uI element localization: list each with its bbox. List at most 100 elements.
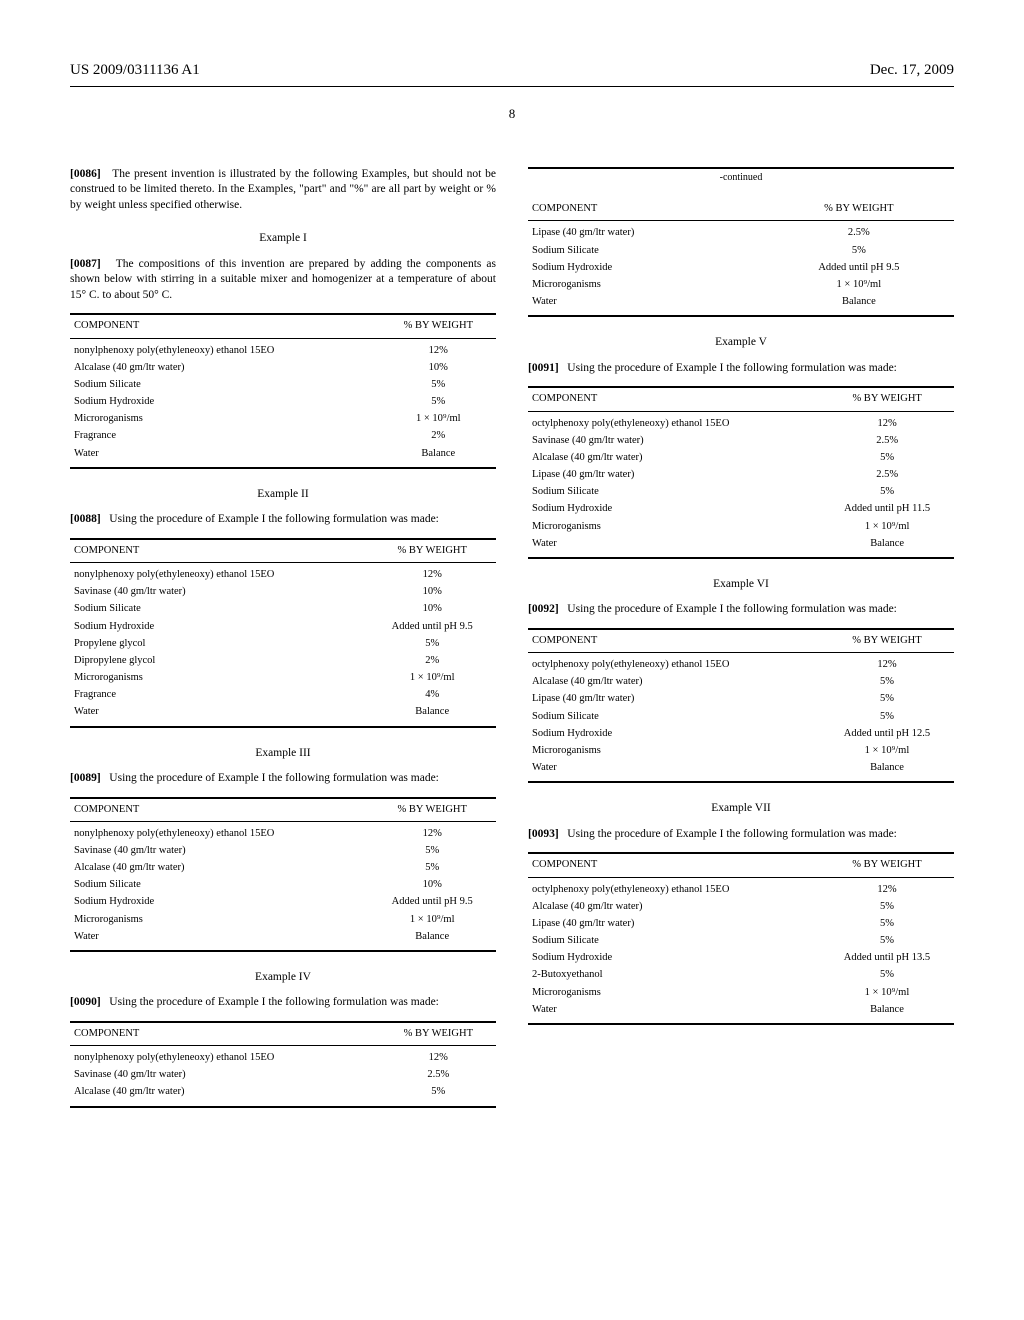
col-component: COMPONENT [528,198,764,221]
table-cell: Alcalase (40 gm/ltr water) [70,860,368,877]
table-cell: 1 × 10⁹/ml [368,911,496,928]
table-row: Savinase (40 gm/ltr water)10% [70,584,496,601]
table-cell: 12% [820,877,954,898]
table-cell: Savinase (40 gm/ltr water) [70,584,368,601]
table-row: octylphenoxy poly(ethyleneoxy) ethanol 1… [528,653,954,674]
table-row: Sodium Silicate10% [70,877,496,894]
table-row: Sodium Silicate5% [528,242,954,259]
table-row: Savinase (40 gm/ltr water)5% [70,842,496,859]
table-row: Savinase (40 gm/ltr water)2.5% [70,1067,496,1084]
table-cell: Added until pH 9.5 [368,618,496,635]
table-body: octylphenoxy poly(ethyleneoxy) ethanol 1… [528,411,954,558]
table-cell: Microroganisms [70,911,368,928]
table-body: nonylphenoxy poly(ethyleneoxy) ethanol 1… [70,1046,496,1107]
table-cell: Sodium Hydroxide [528,725,820,742]
table-row: nonylphenoxy poly(ethyleneoxy) ethanol 1… [70,562,496,583]
table-body: nonylphenoxy poly(ethyleneoxy) ethanol 1… [70,562,496,726]
table-row: Savinase (40 gm/ltr water)2.5% [528,432,954,449]
table-row: Microroganisms1 × 10⁹/ml [70,411,496,428]
table-cell: 2.5% [381,1067,496,1084]
table-cell: Microroganisms [528,518,820,535]
table-cell: Microroganisms [528,742,820,759]
table-cell: Added until pH 12.5 [820,725,954,742]
table-cell: Lipase (40 gm/ltr water) [528,221,764,242]
table-row: Lipase (40 gm/ltr water)2.5% [528,467,954,484]
para-num: [0087] [70,258,101,270]
para-text: Using the procedure of Example I the fol… [567,603,897,615]
table-body: Lipase (40 gm/ltr water)2.5%Sodium Silic… [528,221,954,316]
table-cell: 2.5% [764,221,954,242]
table-cell: nonylphenoxy poly(ethyleneoxy) ethanol 1… [70,1046,381,1067]
table-row: octylphenoxy poly(ethyleneoxy) ethanol 1… [528,411,954,432]
table-cell: octylphenoxy poly(ethyleneoxy) ethanol 1… [528,877,820,898]
table-cell: 10% [368,584,496,601]
para-text: Using the procedure of Example I the fol… [567,828,897,840]
table-row: Sodium Silicate10% [70,601,496,618]
table-cell: 10% [368,877,496,894]
example-2-title: Example II [70,487,496,503]
table-row: Sodium Silicate5% [528,484,954,501]
table-cell: Added until pH 9.5 [764,259,954,276]
table-cell: Balance [764,294,954,317]
table-row: octylphenoxy poly(ethyleneoxy) ethanol 1… [528,877,954,898]
table-row: WaterBalance [528,760,954,783]
table-row: Propylene glycol5% [70,635,496,652]
table-cell: 5% [820,933,954,950]
table-row: Alcalase (40 gm/ltr water)5% [70,1084,496,1107]
table-cell: Water [528,760,820,783]
table-row: Sodium Hydroxide5% [70,394,496,411]
table-cell: Water [528,294,764,317]
col-component: COMPONENT [70,314,381,338]
table-row: Dipropylene glycol2% [70,652,496,669]
table-cell: Sodium Hydroxide [70,618,368,635]
table-row: Sodium Silicate5% [528,933,954,950]
table-cell: Sodium Silicate [70,601,368,618]
para-num: [0088] [70,513,101,525]
table-row: WaterBalance [528,535,954,558]
paragraph-88: [0088] Using the procedure of Example I … [70,512,496,528]
table-cell: Sodium Silicate [528,708,820,725]
table-example-4-continued: COMPONENT % BY WEIGHT Lipase (40 gm/ltr … [528,198,954,317]
table-cell: 10% [368,601,496,618]
table-cell: Microroganisms [70,411,381,428]
col-component: COMPONENT [70,539,368,563]
table-row: WaterBalance [70,445,496,468]
page-header: US 2009/0311136 A1 Dec. 17, 2009 [70,60,954,80]
table-cell: 2% [381,428,496,445]
para-text: The compositions of this invention are p… [70,258,496,301]
table-row: Lipase (40 gm/ltr water)2.5% [528,221,954,242]
table-row: Sodium Silicate5% [528,708,954,725]
table-example-3: COMPONENT % BY WEIGHT nonylphenoxy poly(… [70,797,496,952]
para-num: [0086] [70,168,101,180]
table-cell: Sodium Silicate [528,484,820,501]
para-num: [0092] [528,603,559,615]
col-component: COMPONENT [70,798,368,822]
table-cell: 2.5% [820,467,954,484]
table-cell: Savinase (40 gm/ltr water) [528,432,820,449]
table-example-4: COMPONENT % BY WEIGHT nonylphenoxy poly(… [70,1021,496,1108]
table-row: Microroganisms1 × 10⁹/ml [528,742,954,759]
example-4-title: Example IV [70,970,496,986]
table-cell: 5% [820,484,954,501]
table-cell: 2% [368,652,496,669]
table-cell: Added until pH 9.5 [368,894,496,911]
table-cell: Balance [381,445,496,468]
table-cell: Sodium Hydroxide [70,894,368,911]
para-num: [0089] [70,772,101,784]
col-weight: % BY WEIGHT [368,798,496,822]
paragraph-92: [0092] Using the procedure of Example I … [528,602,954,618]
table-row: Alcalase (40 gm/ltr water)5% [528,898,954,915]
col-weight: % BY WEIGHT [368,539,496,563]
continued-label: -continued [528,169,954,191]
table-cell: Alcalase (40 gm/ltr water) [528,674,820,691]
para-text: Using the procedure of Example I the fol… [109,772,439,784]
table-cell: Balance [820,1001,954,1024]
table-cell: 5% [368,842,496,859]
table-cell: 5% [820,967,954,984]
table-cell: octylphenoxy poly(ethyleneoxy) ethanol 1… [528,653,820,674]
page-number: 8 [70,105,954,123]
col-component: COMPONENT [528,387,820,411]
table-cell: Balance [368,928,496,951]
table-row: Microroganisms1 × 10⁹/ml [528,518,954,535]
table-cell: Savinase (40 gm/ltr water) [70,1067,381,1084]
